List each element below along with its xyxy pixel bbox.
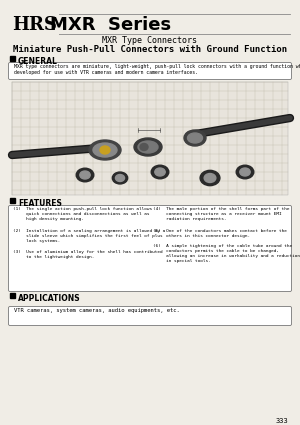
Text: FEATURES: FEATURES [18,199,62,208]
Ellipse shape [93,143,117,157]
Text: 333: 333 [275,418,288,424]
Bar [10,56,15,61]
Text: HRS: HRS [12,16,57,34]
Ellipse shape [188,133,202,143]
Text: (1)  The single action push-pull lock function allows
     quick connections and: (1) The single action push-pull lock fun… [13,207,152,221]
Bar [10,293,15,298]
FancyBboxPatch shape [8,306,292,326]
Ellipse shape [76,168,94,182]
Text: GENERAL: GENERAL [18,57,58,66]
Ellipse shape [236,165,254,179]
Ellipse shape [240,168,250,176]
Text: (5)  One of the conductors makes contact before the
     others in this connecto: (5) One of the conductors makes contact … [153,229,287,238]
Ellipse shape [204,173,216,182]
FancyBboxPatch shape [8,206,292,292]
Text: MXR type connectors are miniature, light-weight, push-pull lock connectors with : MXR type connectors are miniature, light… [14,64,300,69]
Text: Miniature Push-Pull Connectors with Ground Function: Miniature Push-Pull Connectors with Grou… [13,45,287,54]
Ellipse shape [200,170,220,186]
Text: VTR cameras, system cameras, audio equipments, etc.: VTR cameras, system cameras, audio equip… [14,308,180,313]
Text: (2)  Installation of a sealing arrangement is allowed by a
     slide sleeve whi: (2) Installation of a sealing arrangemen… [13,229,165,243]
Ellipse shape [80,171,90,179]
Bar [10,198,15,203]
Text: developed for use with VTR cameras and modern camera interfaces.: developed for use with VTR cameras and m… [14,70,198,75]
Bar [12,82,288,195]
Text: (3)  Use of aluminium alloy for the shell has contributed
     to the lightweigh: (3) Use of aluminium alloy for the shell… [13,250,163,259]
Ellipse shape [100,146,110,154]
Ellipse shape [89,140,121,160]
Ellipse shape [134,138,162,156]
Text: APPLICATIONS: APPLICATIONS [18,294,81,303]
Ellipse shape [184,130,206,146]
Ellipse shape [140,144,148,150]
Text: (4)  The male portion of the shell forms part of the
     connecting structure a: (4) The male portion of the shell forms … [153,207,290,221]
Text: (6)  A simple tightening of the cable tube around the
     conductors permits th: (6) A simple tightening of the cable tub… [153,244,300,263]
Ellipse shape [138,141,158,153]
Text: MXR Type Connectors: MXR Type Connectors [103,36,197,45]
Ellipse shape [155,168,165,176]
Ellipse shape [112,172,128,184]
Ellipse shape [151,165,169,179]
Ellipse shape [116,175,124,181]
FancyBboxPatch shape [8,62,292,79]
Text: MXR  Series: MXR Series [50,16,171,34]
